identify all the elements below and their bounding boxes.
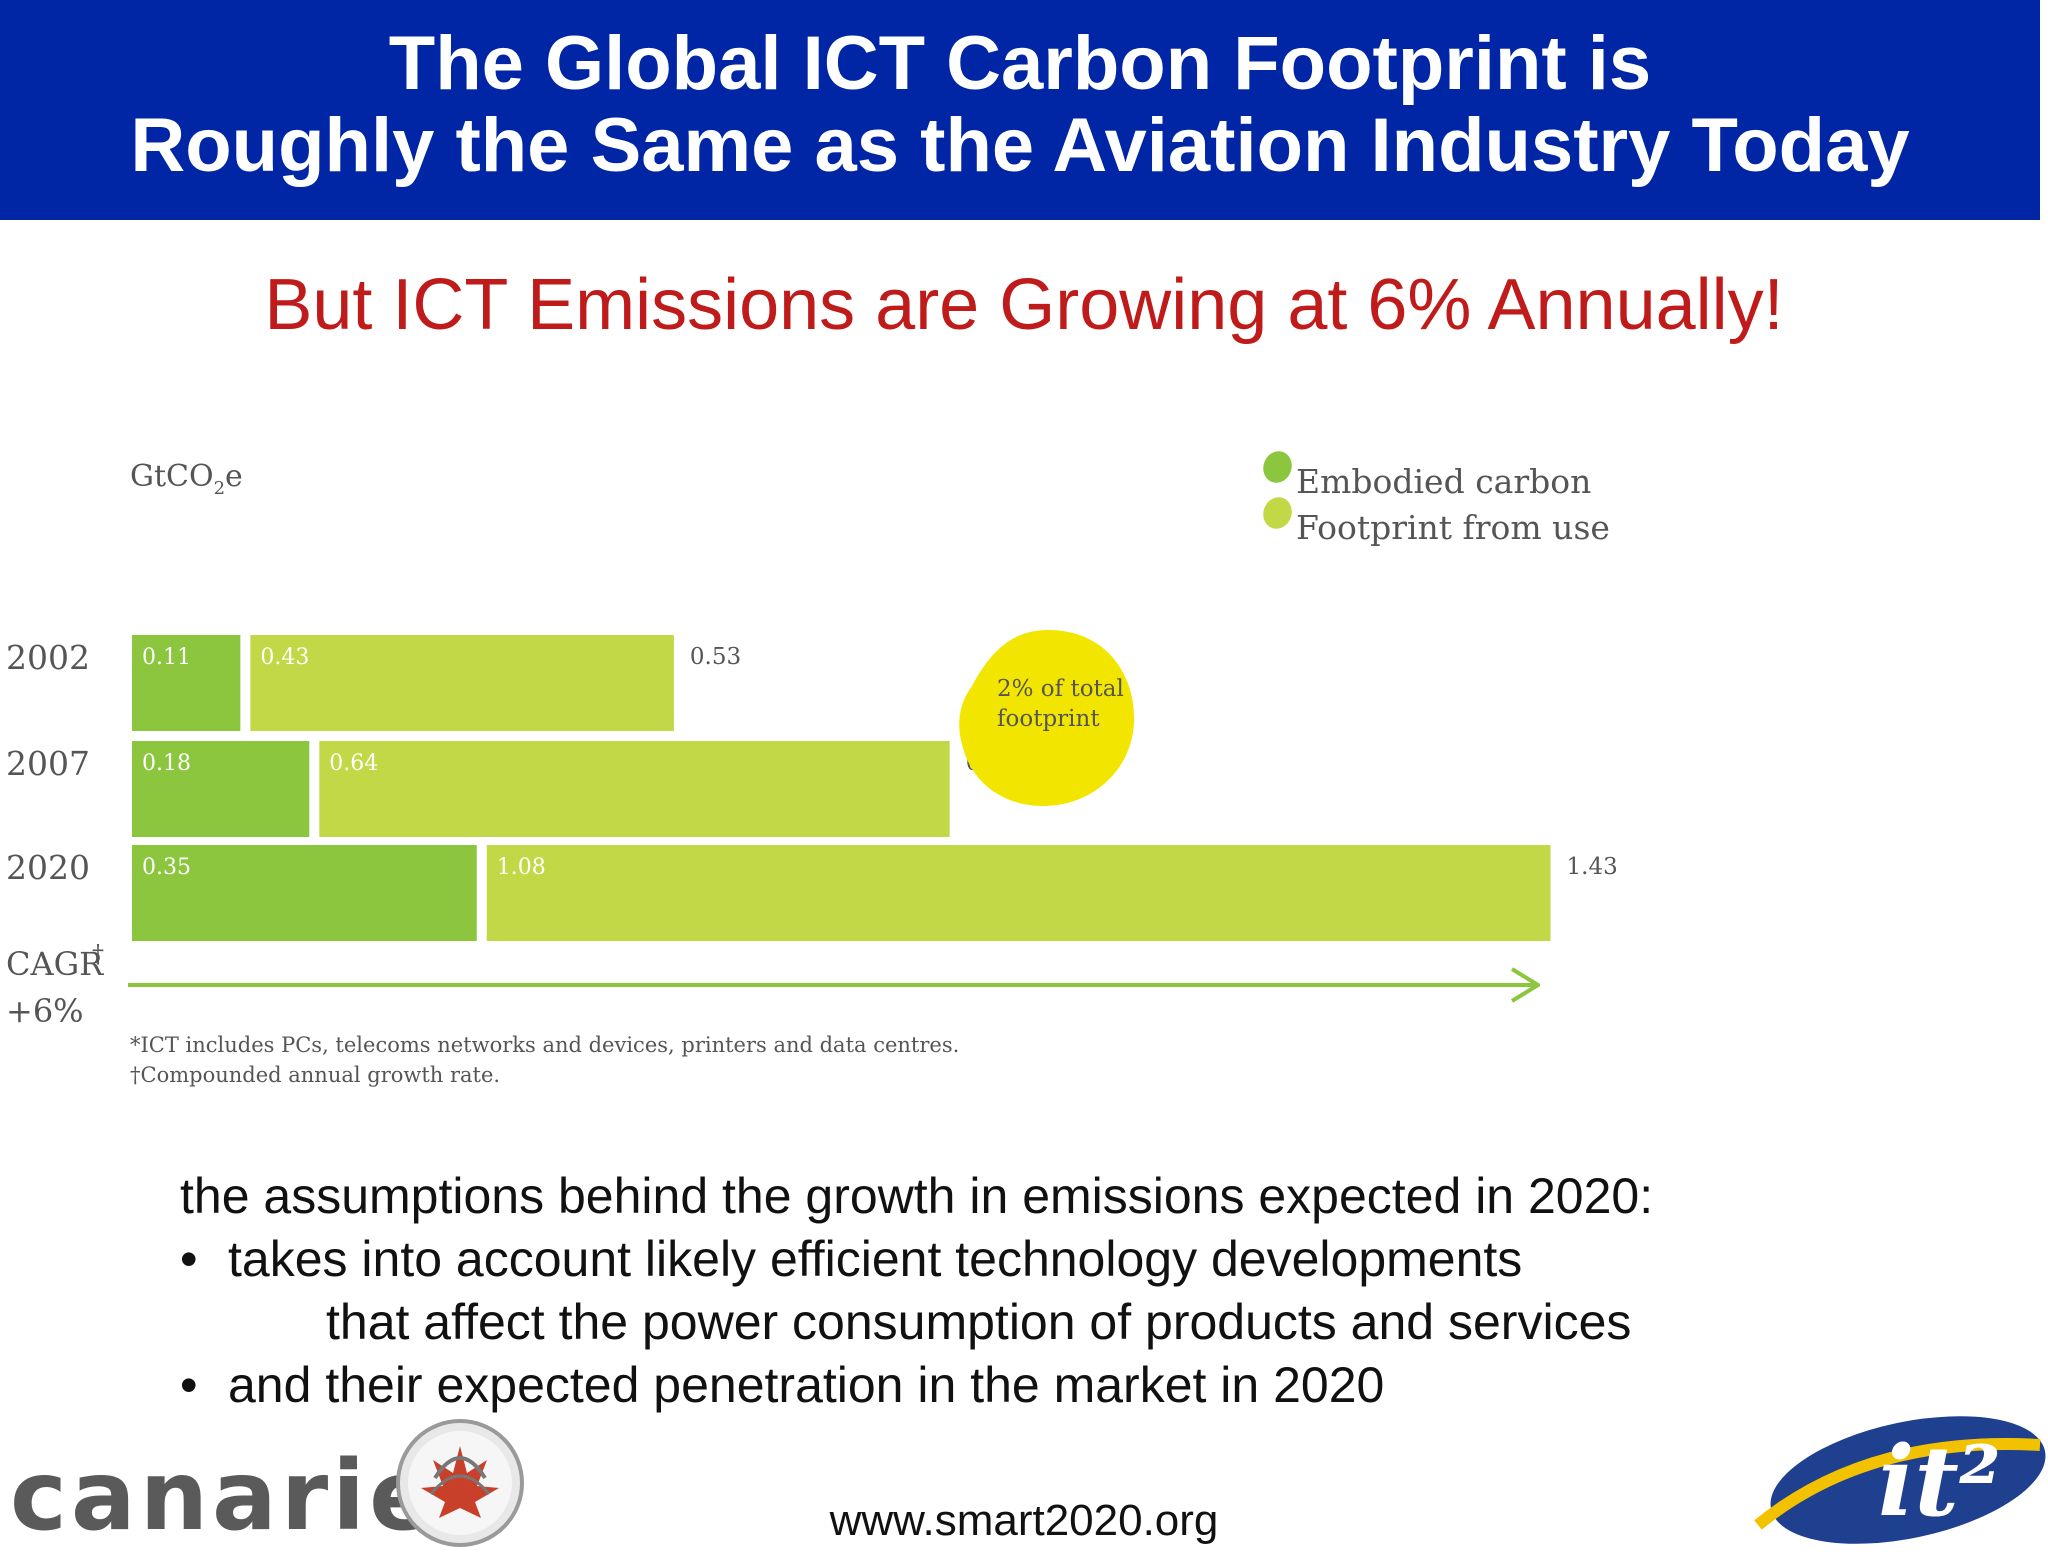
annotation-bubble bbox=[959, 630, 1135, 806]
bar-segment bbox=[486, 845, 1551, 941]
segment-label: 0.18 bbox=[142, 751, 191, 776]
legend-label: Footprint from use bbox=[1296, 508, 1610, 547]
assumptions-notes: the assumptions behind the growth in emi… bbox=[180, 1165, 2000, 1417]
canarie-seal-icon bbox=[396, 1419, 524, 1547]
segment-label: 0.35 bbox=[142, 855, 191, 880]
it2-logo-icon: it² bbox=[1754, 1416, 2046, 1544]
total-label: 1.43 bbox=[1567, 854, 1618, 880]
emissions-bar-chart: GtCO2e Embodied carbon Footprint from use 2… bbox=[6, 451, 1618, 1087]
footnote: *ICT includes PCs, telecoms networks and… bbox=[130, 1033, 959, 1057]
bar-segment bbox=[132, 845, 477, 941]
cagr-label: CAGR bbox=[6, 945, 104, 983]
cagr-dagger: † bbox=[92, 940, 104, 968]
bullet-1-continuation: that affect the power consumption of pro… bbox=[326, 1294, 1632, 1350]
legend-swatch bbox=[1263, 497, 1292, 529]
segment-label: 0.43 bbox=[260, 645, 309, 670]
legend-swatch bbox=[1263, 451, 1292, 483]
page-title-line2: Roughly the Same as the Aviation Industr… bbox=[130, 103, 1910, 188]
bullet-2-text: and their expected penetration in the ma… bbox=[228, 1357, 1385, 1413]
bar-segment bbox=[132, 635, 241, 731]
segment-label: 0.11 bbox=[142, 645, 191, 670]
bullet-symbol: • bbox=[180, 1357, 198, 1413]
footnote: †Compounded annual growth rate. bbox=[130, 1063, 500, 1087]
notes-bullet-1: • takes into account likely efficient te… bbox=[180, 1228, 2000, 1291]
bar-segment bbox=[132, 741, 310, 837]
subtitle: But ICT Emissions are Growing at 6% Annu… bbox=[264, 265, 1784, 345]
unit-label: GtCO2e bbox=[130, 459, 243, 499]
total-label: 0.53 bbox=[690, 644, 741, 670]
segment-label: 0.64 bbox=[329, 751, 378, 776]
it2-logo-text: it² bbox=[1878, 1425, 2001, 1538]
category-label: 2020 bbox=[6, 848, 90, 887]
cagr-value: +6% bbox=[6, 992, 84, 1030]
segment-label: 1.08 bbox=[497, 855, 546, 880]
canarie-logo: canarie bbox=[10, 1440, 439, 1552]
bullet-symbol: • bbox=[180, 1231, 198, 1287]
notes-bullet-2: • and their expected penetration in the … bbox=[180, 1354, 2000, 1417]
annotation-line1: 2% of total bbox=[997, 676, 1124, 702]
bullet-1-text: takes into account likely efficient tech… bbox=[228, 1231, 1523, 1287]
category-label: 2007 bbox=[6, 744, 90, 783]
annotation-line2: footprint bbox=[997, 706, 1100, 732]
category-label: 2002 bbox=[6, 638, 90, 677]
page-title-line1: The Global ICT Carbon Footprint is bbox=[388, 21, 1652, 106]
legend-label: Embodied carbon bbox=[1296, 462, 1591, 501]
bar-segment bbox=[319, 741, 950, 837]
bar-segment bbox=[250, 635, 674, 731]
notes-intro: the assumptions behind the growth in emi… bbox=[180, 1168, 1654, 1224]
title-banner: The Global ICT Carbon Footprint is Rough… bbox=[0, 0, 2040, 220]
footer-url: www.smart2020.org bbox=[829, 1496, 1219, 1545]
